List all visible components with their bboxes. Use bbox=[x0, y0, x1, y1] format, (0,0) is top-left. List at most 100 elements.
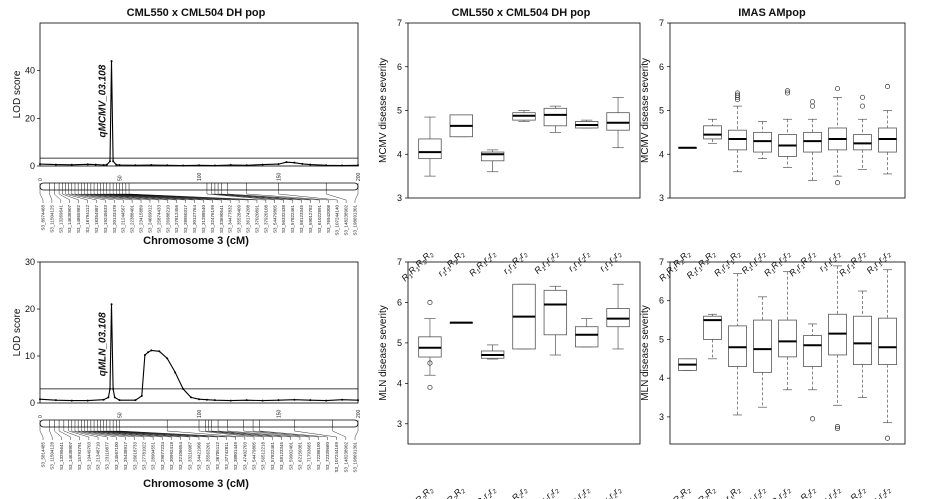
genotype-label: R1​r1​r2​r2​ bbox=[739, 484, 768, 499]
y-tick-label: 10 bbox=[25, 351, 35, 361]
lod-point bbox=[150, 349, 153, 352]
y-axis-label: MLN disease severity bbox=[378, 305, 389, 401]
lod-point bbox=[140, 394, 143, 397]
marker-label: S3_24567100 bbox=[114, 442, 119, 471]
outlier-point bbox=[884, 435, 891, 441]
marker-connector bbox=[294, 427, 337, 440]
y-tick-label: 5 bbox=[659, 334, 664, 344]
marker-connector bbox=[214, 190, 293, 203]
lod-point bbox=[150, 164, 153, 167]
outlier-point bbox=[834, 180, 841, 186]
box-iqr bbox=[703, 125, 722, 140]
genotype-label: R1​R1​r2​r2​ bbox=[762, 248, 794, 280]
marker-connector bbox=[122, 190, 249, 203]
lod-point bbox=[261, 163, 264, 166]
marker-label: S3_14865982 bbox=[76, 205, 81, 234]
marker-label: S3_61022891 bbox=[317, 205, 322, 234]
marker-connector bbox=[116, 427, 227, 440]
marker-connector bbox=[103, 427, 191, 440]
marker-label: S3_26618733 bbox=[132, 442, 137, 471]
cm-tick-label: 150 bbox=[277, 409, 283, 418]
title-left: CML550 x CML504 DH pop bbox=[127, 7, 266, 19]
y-tick-label: 0 bbox=[30, 161, 35, 171]
lod-point bbox=[213, 164, 216, 167]
genotype-label: r1​r1​r2​r2​ bbox=[566, 484, 593, 499]
marker-label: S3_28904551 bbox=[151, 442, 156, 471]
lod-point bbox=[190, 396, 193, 399]
marker-connector bbox=[116, 190, 231, 203]
marker-label: S3_8974468 bbox=[41, 205, 46, 231]
lod-point bbox=[174, 371, 177, 374]
lod-point bbox=[118, 164, 121, 167]
marker-label: S3_30992418 bbox=[169, 442, 174, 471]
marker-label: S3_56332438 bbox=[281, 205, 286, 234]
y-tick-label: 4 bbox=[659, 149, 664, 159]
outlier-point bbox=[809, 99, 816, 105]
marker-connector bbox=[128, 190, 267, 203]
genotype-label: R1​r1​R2​r2​ bbox=[837, 248, 869, 280]
y-tick-label: 0 bbox=[30, 398, 35, 408]
marker-label: S3_30127764 bbox=[192, 205, 197, 234]
marker-connector bbox=[112, 190, 222, 203]
y-tick-label: 6 bbox=[659, 62, 664, 72]
marker-connector bbox=[227, 190, 320, 203]
marker-connector bbox=[77, 427, 117, 440]
lod-point bbox=[182, 387, 185, 390]
cm-tick-label: 100 bbox=[197, 172, 203, 181]
marker-connector bbox=[119, 190, 240, 203]
marker-connector bbox=[211, 190, 284, 203]
marker-connector bbox=[62, 190, 79, 203]
box-iqr bbox=[480, 151, 505, 162]
lod-point bbox=[108, 160, 111, 163]
cm-tick-label: 100 bbox=[197, 409, 203, 418]
outlier-point bbox=[809, 103, 816, 109]
lod-point bbox=[107, 396, 110, 399]
outlier-point bbox=[784, 90, 791, 96]
marker-connector bbox=[39, 190, 44, 203]
marker-connector bbox=[246, 190, 329, 203]
y-axis-label: MLN disease severity bbox=[640, 305, 651, 401]
marker-label: S3_21244567 bbox=[121, 205, 126, 234]
lod-point bbox=[325, 164, 328, 167]
marker-label: S3_31288540 bbox=[201, 205, 206, 234]
lod-point bbox=[70, 399, 73, 402]
marker-label: S3_71793665 bbox=[307, 442, 312, 471]
lod-plot-mcmv: 0 20 40 qMCMV_03.108 LOD score bbox=[12, 22, 359, 171]
marker-connector bbox=[65, 190, 88, 203]
cm-tick-label: 0 bbox=[38, 415, 44, 418]
marker-label: S3_23110877 bbox=[105, 442, 110, 470]
y-tick-label: 7 bbox=[659, 257, 664, 267]
marker-label: S3_36174208 bbox=[246, 205, 251, 234]
outlier-point bbox=[859, 94, 866, 100]
y-tick-label: 20 bbox=[25, 304, 35, 314]
marker-label: S3_107244169 bbox=[334, 442, 339, 473]
marker-label: S3_37020891 bbox=[254, 205, 259, 234]
marker-label: S3_58123345 bbox=[299, 205, 304, 234]
chromosome-map-bottom: 0 50 100 150 200 S3_5814485 S3_11504128 S3_1329… bbox=[38, 409, 362, 472]
marker-connector bbox=[278, 190, 338, 203]
y-axis-label: LOD score bbox=[12, 70, 23, 118]
qtl-label: qMCMV_03.108 bbox=[98, 64, 109, 137]
outlier-point bbox=[734, 97, 741, 103]
box-iqr bbox=[728, 129, 747, 151]
lod-point bbox=[115, 163, 118, 166]
lod-point bbox=[158, 350, 161, 353]
genotype-label: r1​r1​r2​r2​ bbox=[597, 484, 624, 499]
marker-connector bbox=[326, 190, 347, 203]
marker-connector bbox=[103, 190, 195, 203]
y-tick-label: 7 bbox=[397, 18, 402, 28]
lod-point bbox=[166, 164, 169, 167]
lod-curve bbox=[39, 304, 359, 402]
y-axis-label: LOD score bbox=[12, 308, 23, 356]
lod-point bbox=[102, 398, 105, 401]
plot-frame bbox=[407, 261, 641, 445]
marker-label: S3_27812456 bbox=[174, 205, 179, 234]
marker-connector bbox=[97, 190, 177, 203]
marker-label: S3_14638907 bbox=[67, 205, 72, 234]
marker-connector bbox=[93, 190, 169, 203]
marker-label: S3_13269641 bbox=[58, 205, 63, 234]
marker-label: S3_16794112 bbox=[85, 205, 90, 233]
lod-point bbox=[86, 163, 89, 166]
marker-label: S3_26988210 bbox=[165, 205, 170, 234]
marker-label: S3_59902401 bbox=[288, 442, 293, 471]
